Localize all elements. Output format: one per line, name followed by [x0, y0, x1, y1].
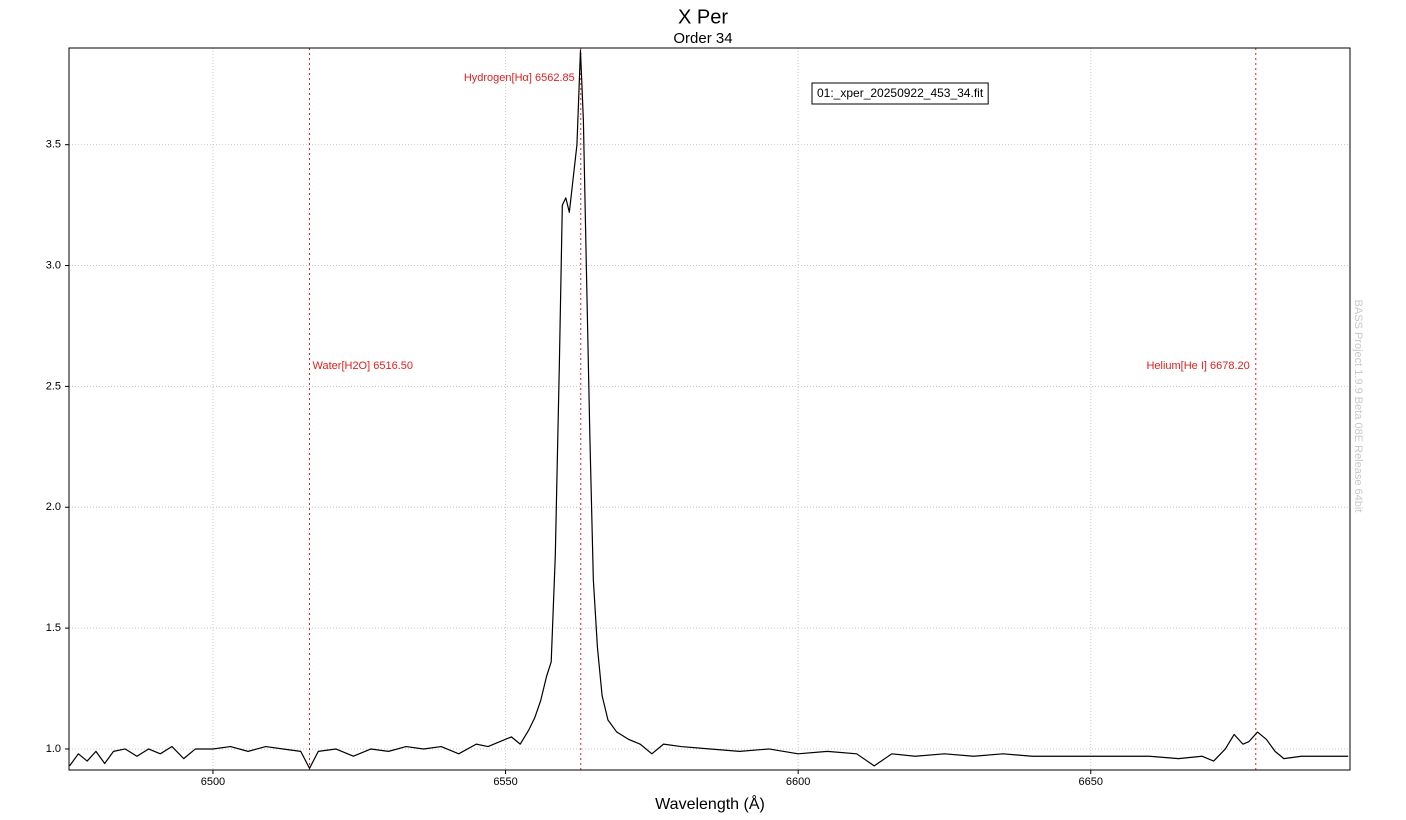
x-tick-label: 6600 — [786, 776, 810, 788]
y-tick-label: 3.5 — [46, 139, 61, 151]
watermark: BASS Project 1.9.9 Beta 08E Release 64bi… — [1352, 300, 1364, 513]
spectrum-line — [69, 49, 1349, 769]
chart-subtitle: Order 34 — [673, 30, 732, 47]
x-tick-label: 6550 — [493, 776, 517, 788]
y-tick-label: 2.0 — [46, 501, 61, 513]
y-tick-label: 3.0 — [46, 259, 61, 271]
chart-title: X Per — [678, 6, 728, 28]
legend-label: 01:_xper_20250922_453_34.fit — [817, 86, 984, 100]
x-tick-label: 6500 — [201, 776, 225, 788]
y-tick-label: 2.5 — [46, 380, 61, 392]
reference-label: Hydrogen[Hα] 6562.85 — [464, 72, 575, 84]
plot-frame — [68, 47, 1351, 771]
y-tick-label: 1.0 — [46, 743, 61, 755]
legend-box — [811, 82, 989, 105]
y-tick-label: 1.5 — [46, 622, 61, 634]
reference-label: Water[H2O] 6516.50 — [313, 360, 413, 372]
x-axis-label: Wavelength (Å) — [655, 794, 765, 813]
x-tick-label: 6650 — [1079, 776, 1103, 788]
reference-label: Helium[He I] 6678.20 — [1146, 360, 1249, 372]
